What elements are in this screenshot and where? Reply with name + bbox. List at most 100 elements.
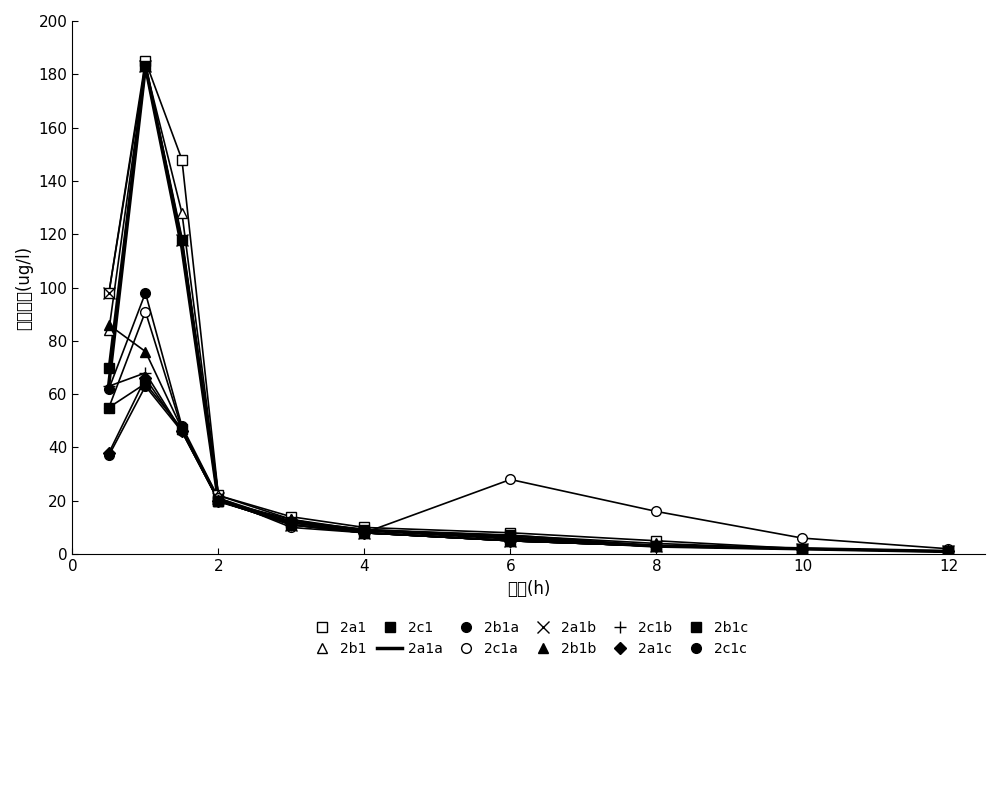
2a1c (212, 496, 224, 506)
2c1b (796, 544, 808, 553)
2b1 (285, 515, 297, 524)
2b1b (942, 547, 954, 556)
2c1 (139, 61, 151, 71)
2b1 (504, 531, 516, 541)
2a1c (103, 448, 115, 458)
2a1 (176, 155, 188, 165)
2a1c (358, 528, 370, 537)
2a1 (285, 512, 297, 522)
2a1c (176, 427, 188, 437)
2c1c (650, 541, 662, 551)
2c1 (796, 544, 808, 553)
2a1c (796, 544, 808, 553)
2a1 (212, 491, 224, 500)
2b1 (212, 491, 224, 500)
2a1b (176, 235, 188, 244)
2b1 (103, 325, 115, 335)
Line: 2b1c: 2b1c (104, 379, 953, 556)
2c1 (942, 547, 954, 556)
Line: 2c1: 2c1 (104, 61, 953, 556)
2b1b (796, 544, 808, 553)
2b1a (358, 528, 370, 537)
2b1c (650, 541, 662, 551)
2b1b (504, 536, 516, 545)
2b1c (212, 496, 224, 506)
2b1 (650, 539, 662, 548)
2c1a (285, 522, 297, 532)
Legend: 2a1, 2b1, 2c1, 2a1a, 2b1a, 2c1a, 2a1b, 2b1b, 2c1b, 2a1c, 2b1c, 2c1c: 2a1, 2b1, 2c1, 2a1a, 2b1a, 2c1a, 2a1b, 2… (302, 615, 755, 663)
2b1b (212, 496, 224, 506)
2c1b (942, 547, 954, 556)
2a1c (650, 541, 662, 551)
Line: 2c1a: 2c1a (104, 307, 953, 554)
2c1b (212, 496, 224, 506)
Line: 2a1b: 2a1b (103, 61, 954, 557)
2c1 (212, 496, 224, 506)
2b1 (796, 544, 808, 553)
2b1b (358, 528, 370, 537)
2c1c (176, 427, 188, 437)
2a1b (139, 61, 151, 71)
2a1 (650, 536, 662, 545)
2b1a (212, 493, 224, 503)
2b1b (650, 541, 662, 551)
2a1 (103, 288, 115, 298)
2c1c (796, 544, 808, 553)
2c1c (358, 528, 370, 537)
2c1 (650, 541, 662, 551)
2a1b (796, 544, 808, 553)
2b1c (358, 528, 370, 537)
Line: 2c1b: 2c1b (103, 366, 955, 558)
Line: 2a1c: 2a1c (105, 374, 953, 556)
2a1b (212, 493, 224, 503)
2a1 (358, 522, 370, 532)
2c1 (176, 235, 188, 244)
2c1a (358, 528, 370, 537)
2c1a (176, 424, 188, 433)
2a1c (504, 536, 516, 545)
2c1b (504, 536, 516, 545)
2b1b (285, 515, 297, 524)
2b1 (942, 547, 954, 556)
Line: 2b1: 2b1 (104, 61, 953, 556)
2c1b (139, 368, 151, 377)
2c1b (285, 520, 297, 530)
2c1c (103, 451, 115, 460)
2b1a (650, 541, 662, 551)
2b1a (504, 536, 516, 545)
2c1 (504, 531, 516, 541)
2c1a (796, 533, 808, 543)
2b1a (139, 288, 151, 298)
X-axis label: 时间(h): 时间(h) (507, 579, 550, 597)
2c1b (650, 541, 662, 551)
2b1b (139, 347, 151, 356)
2b1a (103, 384, 115, 393)
2a1 (796, 544, 808, 553)
2b1 (139, 61, 151, 71)
2a1b (103, 288, 115, 298)
Line: 2b1a: 2b1a (104, 288, 953, 556)
2c1a (139, 307, 151, 316)
2b1c (103, 403, 115, 412)
2a1c (139, 374, 151, 383)
2a1b (358, 528, 370, 537)
2c1a (942, 544, 954, 553)
2b1c (942, 547, 954, 556)
2b1 (176, 208, 188, 217)
Line: 2c1c: 2c1c (104, 381, 953, 556)
2c1 (358, 526, 370, 535)
2b1c (504, 536, 516, 545)
2c1c (504, 536, 516, 545)
Line: 2b1b: 2b1b (104, 320, 953, 556)
2b1c (176, 424, 188, 433)
2b1c (139, 379, 151, 388)
2c1 (285, 518, 297, 527)
2b1c (796, 544, 808, 553)
2b1b (103, 320, 115, 329)
2a1b (504, 536, 516, 545)
2b1a (176, 422, 188, 431)
Line: 2a1: 2a1 (104, 56, 953, 556)
2b1a (796, 544, 808, 553)
2b1a (285, 518, 297, 527)
2b1 (358, 526, 370, 535)
